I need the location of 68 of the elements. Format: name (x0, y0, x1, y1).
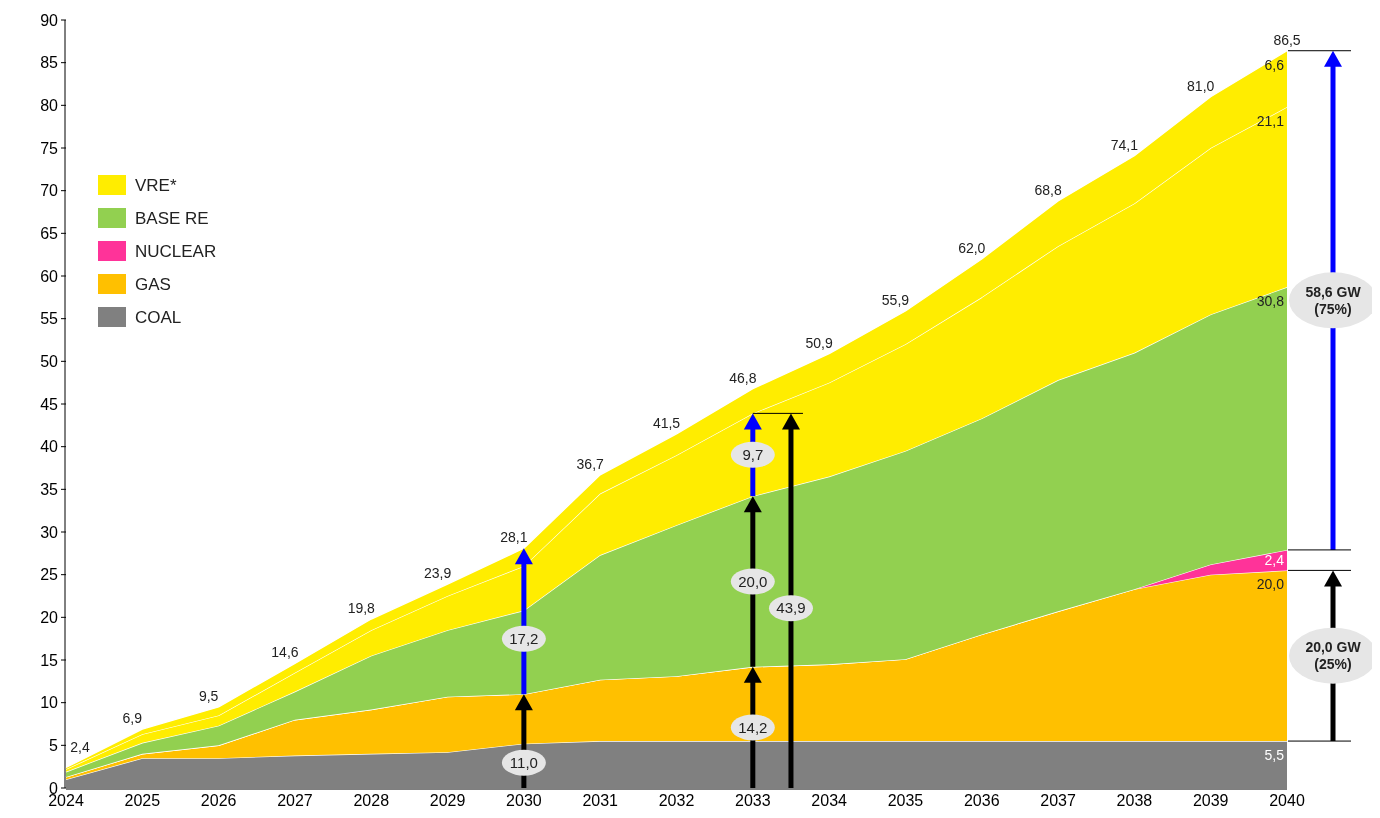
legend-label: GAS (135, 274, 171, 294)
x-tick-label: 2040 (1269, 792, 1305, 809)
annotation: 20,0 (738, 572, 768, 590)
x-tick-label: 2038 (1116, 792, 1153, 809)
annotation: 43,9 (776, 599, 806, 617)
x-tick-label: 2025 (124, 792, 161, 809)
x-tick-label: 2036 (963, 792, 1000, 809)
total-label: 9,5 (198, 687, 219, 704)
annotation: 17,2 (509, 629, 539, 647)
total-label: 68,8 (1034, 181, 1062, 198)
total-label: 6,9 (122, 710, 143, 727)
total-label: 50,9 (805, 334, 833, 351)
y-tick-label: 70 (40, 182, 59, 200)
total-label: 55,9 (881, 291, 910, 308)
total-label: 14,6 (271, 644, 299, 661)
text: 58,6 GW (75%) (1305, 283, 1362, 317)
x-tick-label: 2030 (506, 792, 542, 809)
total-label: 28,1 (500, 529, 528, 546)
legend-label: BASE RE (135, 208, 209, 228)
y-tick-label: 90 (40, 11, 59, 29)
x-tick-label: 2034 (811, 792, 848, 809)
total-label: 81,0 (1187, 77, 1215, 94)
x-tick-label: 2027 (277, 792, 313, 809)
total-label: 23,9 (423, 565, 452, 582)
x-tick-label: 2031 (582, 792, 619, 809)
total-label: 86,5 (1273, 31, 1301, 48)
data-label: 6,6 (1264, 56, 1285, 73)
y-tick-label: 40 (40, 438, 59, 456)
total-label: 74,1 (1110, 136, 1139, 153)
x-tick-label: 2032 (658, 792, 695, 809)
total-label: 36,7 (576, 455, 605, 472)
y-tick-label: 80 (40, 96, 59, 114)
y-tick-label: 55 (40, 310, 59, 328)
y-tick-label: 30 (40, 523, 59, 541)
total-label: 62,0 (958, 239, 986, 256)
y-tick-label: 5 (49, 736, 59, 754)
data-label: 30,8 (1256, 292, 1285, 309)
x-tick-label: 2033 (735, 792, 771, 809)
total-label: 19,8 (347, 600, 376, 617)
total-label: 41,5 (652, 414, 681, 431)
x-tick-label: 2029 (429, 792, 466, 809)
y-tick-label: 50 (40, 352, 59, 370)
data-label: 20,0 (1256, 576, 1285, 593)
x-tick-label: 2026 (200, 792, 237, 809)
legend-label: NUCLEAR (135, 241, 217, 261)
y-tick-label: 45 (40, 395, 59, 413)
y-tick-label: 10 (40, 694, 59, 712)
x-tick-label: 2037 (1040, 792, 1076, 809)
legend-label: VRE* (135, 175, 177, 195)
y-tick-label: 15 (40, 651, 59, 669)
x-tick-label: 2035 (887, 792, 924, 809)
annotation: 9,7 (742, 446, 764, 464)
data-label: 2,4 (1264, 552, 1285, 569)
legend-label: COAL (135, 307, 182, 327)
x-tick-label: 2039 (1192, 792, 1229, 809)
y-tick-label: 35 (40, 480, 59, 498)
x-tick-label: 2024 (48, 792, 84, 809)
y-tick-label: 60 (40, 267, 59, 285)
y-tick-label: 20 (40, 608, 59, 626)
y-tick-label: 75 (40, 139, 59, 157)
y-tick-label: 65 (40, 224, 59, 242)
total-label: 46,8 (729, 369, 757, 386)
data-label: 21,1 (1256, 112, 1285, 129)
x-tick-label: 2028 (353, 792, 390, 809)
text: 20,0 GW (25%) (1305, 639, 1362, 673)
annotation: 14,2 (738, 718, 768, 736)
y-tick-label: 85 (40, 54, 59, 72)
y-tick-label: 25 (40, 566, 59, 584)
